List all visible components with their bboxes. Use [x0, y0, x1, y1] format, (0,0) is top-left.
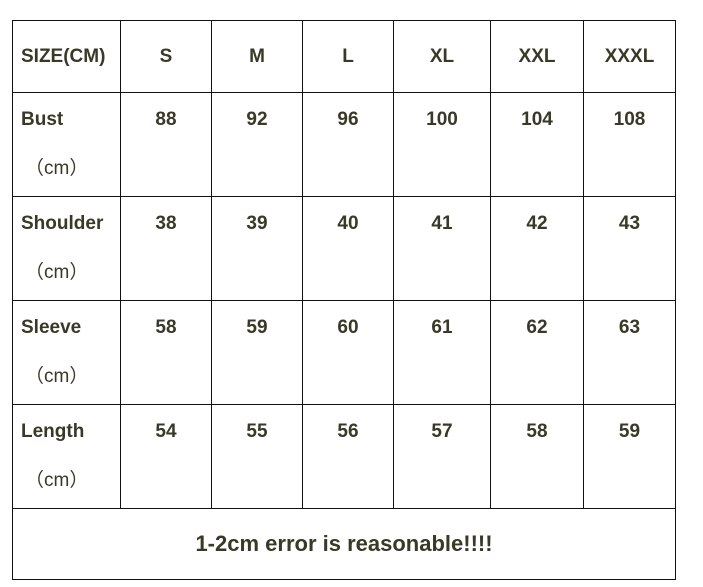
- cell-value: 54: [155, 421, 177, 442]
- cell-value: 100: [426, 109, 458, 130]
- cell-value: 58: [526, 421, 548, 442]
- row-unit: （cm）: [25, 470, 89, 491]
- cell-value: 38: [155, 213, 177, 234]
- row-label: Length: [21, 421, 85, 442]
- footer-note: 1-2cm error is reasonable!!!!: [12, 508, 676, 580]
- value-cell: 62: [490, 300, 584, 405]
- cell-value: 63: [618, 317, 641, 338]
- cell-value: 55: [246, 421, 268, 442]
- size-header: XXXL: [583, 20, 676, 93]
- value-cell: 63: [583, 300, 676, 405]
- value-cell: 54: [120, 404, 212, 509]
- value-cell: 40: [302, 196, 394, 301]
- value-cell: 96: [302, 92, 394, 197]
- size-header: XXL: [490, 20, 584, 93]
- cell-value: 58: [155, 317, 177, 338]
- table-row: Shoulder （cm） 38 39 40 41 42 43: [12, 196, 676, 301]
- value-cell: 41: [393, 196, 491, 301]
- row-label-cell: Length （cm）: [12, 404, 121, 509]
- value-cell: 39: [211, 196, 303, 301]
- row-label-cell: Sleeve （cm）: [12, 300, 121, 405]
- size-chart-table: SIZE(CM) S M L XL XXL XXXL Bust （cm） 88 92 9…: [12, 20, 676, 580]
- value-cell: 57: [393, 404, 491, 509]
- cell-value: 39: [246, 213, 268, 234]
- footer-row: 1-2cm error is reasonable!!!!: [12, 508, 676, 580]
- value-cell: 92: [211, 92, 303, 197]
- value-cell: 59: [211, 300, 303, 405]
- value-cell: 61: [393, 300, 491, 405]
- cell-value: 61: [431, 317, 453, 338]
- cell-value: 40: [337, 213, 359, 234]
- value-cell: 55: [211, 404, 303, 509]
- size-header: S: [120, 20, 212, 93]
- cell-value: 60: [337, 317, 359, 338]
- value-cell: 104: [490, 92, 584, 197]
- row-label: Shoulder: [21, 213, 104, 234]
- size-header: XL: [393, 20, 491, 93]
- table-row: Sleeve （cm） 58 59 60 61 62 63: [12, 300, 676, 405]
- value-cell: 42: [490, 196, 584, 301]
- value-cell: 38: [120, 196, 212, 301]
- cell-value: 43: [618, 213, 641, 234]
- value-cell: 58: [490, 404, 584, 509]
- row-label: Bust: [21, 109, 64, 130]
- value-cell: 59: [583, 404, 676, 509]
- cell-value: 59: [618, 421, 641, 442]
- cell-value: 88: [155, 109, 177, 130]
- header-row: SIZE(CM) S M L XL XXL XXXL: [12, 20, 676, 93]
- cell-value: 42: [526, 213, 548, 234]
- cell-value: 96: [337, 109, 359, 130]
- table-row: Bust （cm） 88 92 96 100 104 108: [12, 92, 676, 197]
- row-unit: （cm）: [25, 158, 89, 179]
- size-header: M: [211, 20, 303, 93]
- cell-value: 108: [613, 109, 646, 130]
- value-cell: 108: [583, 92, 676, 197]
- value-cell: 43: [583, 196, 676, 301]
- header-label: SIZE(CM): [12, 20, 121, 93]
- value-cell: 56: [302, 404, 394, 509]
- cell-value: 57: [431, 421, 453, 442]
- row-label-cell: Bust （cm）: [12, 92, 121, 197]
- value-cell: 100: [393, 92, 491, 197]
- row-unit: （cm）: [25, 262, 89, 283]
- value-cell: 60: [302, 300, 394, 405]
- value-cell: 88: [120, 92, 212, 197]
- cell-value: 41: [431, 213, 453, 234]
- cell-value: 56: [337, 421, 359, 442]
- row-label: Sleeve: [21, 317, 82, 338]
- cell-value: 62: [526, 317, 548, 338]
- row-label-cell: Shoulder （cm）: [12, 196, 121, 301]
- cell-value: 59: [246, 317, 268, 338]
- size-header: L: [302, 20, 394, 93]
- table-row: Length （cm） 54 55 56 57 58 59: [12, 404, 676, 509]
- value-cell: 58: [120, 300, 212, 405]
- row-unit: （cm）: [25, 366, 89, 387]
- cell-value: 92: [246, 109, 268, 130]
- cell-value: 104: [521, 109, 553, 130]
